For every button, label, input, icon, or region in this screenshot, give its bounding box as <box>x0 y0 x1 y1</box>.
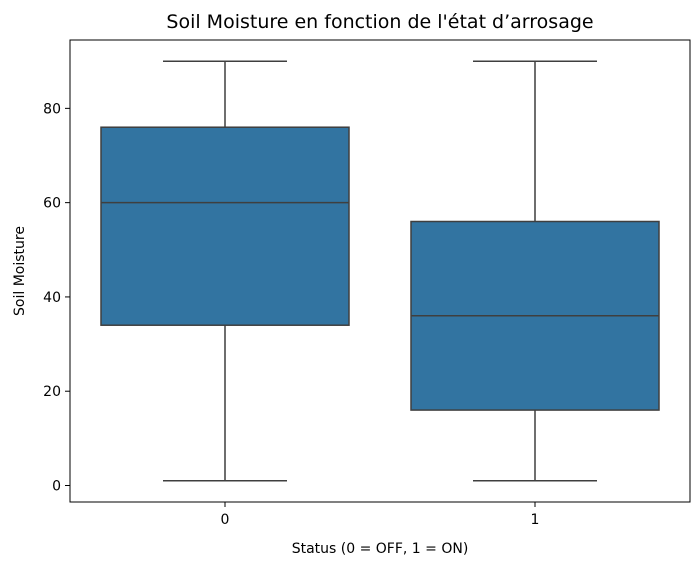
y-tick-label: 20 <box>43 384 61 400</box>
box-0-iqr-box <box>100 126 350 326</box>
chart-title: Soil Moisture en fonction de l'état d’ar… <box>166 11 593 33</box>
y-axis-ticks: 0 20 40 60 80 <box>43 101 70 495</box>
x-axis-label: Status (0 = OFF, 1 = ON) <box>292 541 469 557</box>
y-tick-label: 80 <box>43 101 61 117</box>
y-tick-label: 60 <box>43 196 61 212</box>
plot-area-frame <box>69 39 691 503</box>
x-tick-label: 1 <box>531 512 540 528</box>
y-axis-label: Soil Moisture <box>12 226 28 316</box>
y-tick-label: 40 <box>43 290 61 306</box>
boxes-group <box>100 60 660 482</box>
x-tick-label: 0 <box>221 512 230 528</box>
y-tick-label: 0 <box>52 479 61 495</box>
